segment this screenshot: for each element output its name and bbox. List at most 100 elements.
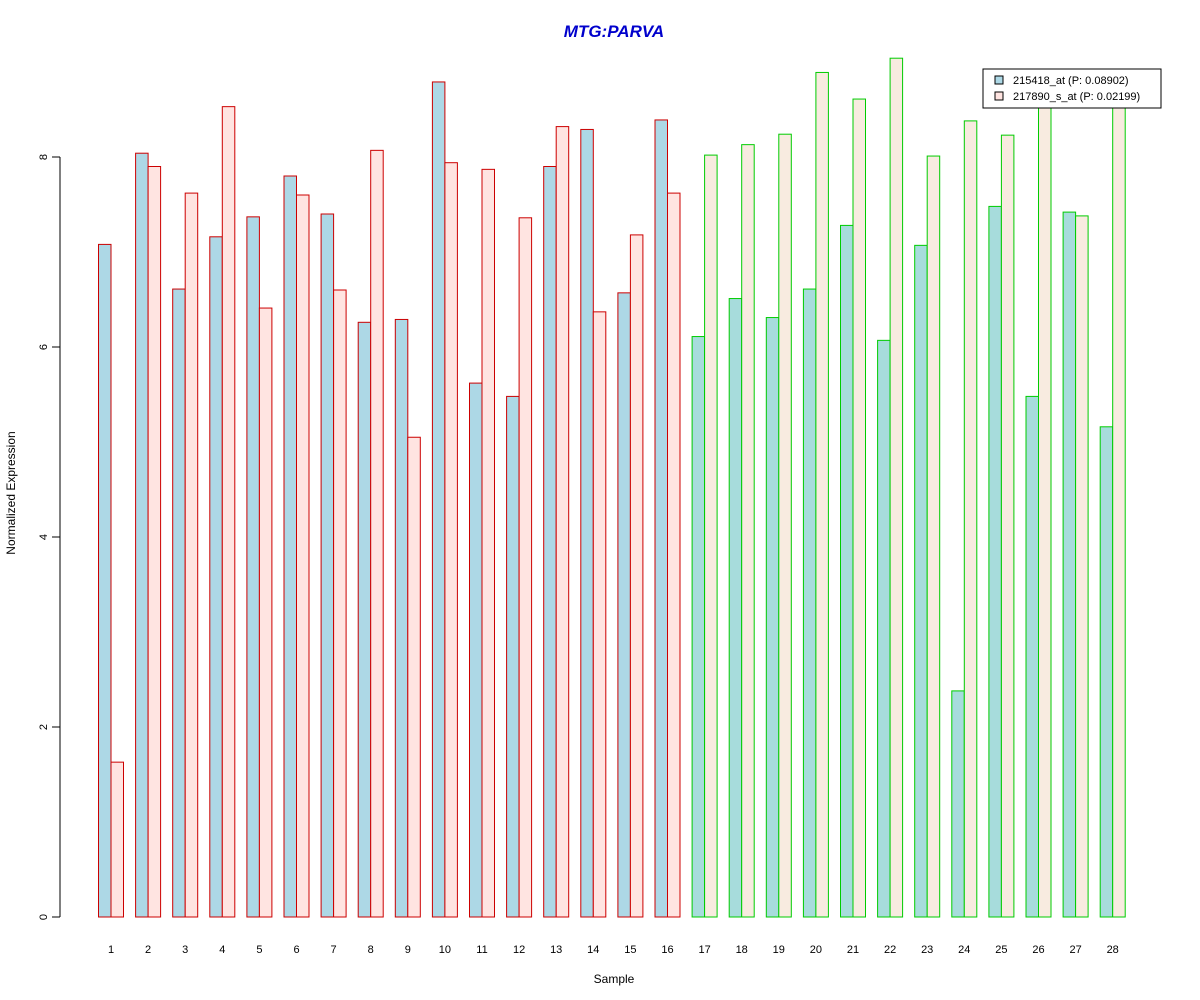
bar-series1-sample-12 [506, 395, 520, 918]
x-tick-label: 28 [1107, 944, 1119, 956]
bar-series1-sample-27 [1062, 211, 1077, 918]
bar-series2-sample-21 [852, 98, 866, 918]
y-tick-label: 2 [38, 724, 50, 730]
bar-series2-sample-23 [926, 155, 941, 918]
x-tick-label: 8 [368, 944, 374, 956]
bar-series1-sample-3 [172, 288, 186, 918]
bar-series1-sample-13 [543, 166, 557, 918]
bar-series2-sample-2 [147, 166, 162, 918]
y-tick-label: 4 [38, 534, 50, 540]
x-tick-label: 10 [439, 944, 451, 956]
legend-label-series2: 217890_s_at (P: 0.02199) [1013, 91, 1140, 103]
bar-series1-sample-7 [320, 213, 335, 918]
bar-series1-sample-20 [802, 288, 817, 918]
bar-series1-sample-21 [840, 224, 854, 918]
bar-series1-sample-2 [135, 152, 149, 918]
bar-series1-sample-5 [246, 216, 260, 918]
bar-series1-sample-25 [988, 205, 1002, 918]
x-tick-label: 20 [810, 944, 822, 956]
legend: 215418_at (P: 0.08902) 217890_s_at (P: 0.… [982, 68, 1162, 109]
bar-series1-sample-28 [1099, 426, 1114, 918]
bar-series1-sample-18 [728, 298, 743, 918]
x-tick-label: 25 [995, 944, 1007, 956]
x-tick-label: 22 [884, 944, 896, 956]
y-tick-label: 6 [38, 344, 50, 350]
bar-series2-sample-12 [518, 217, 533, 918]
bar-series2-sample-24 [963, 120, 978, 918]
legend-label-series1: 215418_at (P: 0.08902) [1013, 75, 1129, 87]
bar-series1-sample-17 [691, 336, 706, 918]
bar-series2-sample-26 [1038, 100, 1052, 918]
y-tick-label: 0 [38, 914, 50, 920]
x-tick-label: 1 [108, 944, 114, 956]
bar-series1-sample-24 [951, 690, 965, 918]
legend-swatch-series1 [994, 75, 1004, 85]
x-tick-labels: 1 2 3 4 5 6 7 8 9 10 11 12 13 14 15 16 17 18 19 20 21 22 23 24 2… [108, 944, 1119, 956]
x-tick-label: 18 [736, 944, 748, 956]
bar-series2-sample-6 [296, 194, 310, 918]
x-tick-label: 21 [847, 944, 859, 956]
x-tick-label: 26 [1032, 944, 1044, 956]
x-tick-label: 23 [921, 944, 933, 956]
bar-series1-sample-19 [765, 317, 780, 918]
x-tick-label: 13 [550, 944, 562, 956]
x-tick-label: 27 [1069, 944, 1081, 956]
chart-title: MTG:PARVA [564, 22, 664, 41]
bar-series1-sample-16 [654, 119, 668, 918]
x-tick-label: 4 [219, 944, 225, 956]
bar-series2-sample-7 [333, 289, 347, 918]
y-axis: 0 2 4 6 8 [38, 154, 61, 920]
x-tick-label: 3 [182, 944, 188, 956]
bar-series1-sample-23 [914, 244, 928, 918]
bar-series2-sample-3 [184, 192, 199, 918]
bar-series1-sample-26 [1025, 395, 1039, 918]
bar-series2-sample-9 [407, 436, 421, 918]
x-tick-label: 15 [624, 944, 636, 956]
bar-series2-sample-1 [110, 761, 124, 918]
bar-series2-sample-20 [815, 71, 829, 918]
bar-series2-sample-4 [221, 106, 236, 918]
bar-series1-sample-9 [394, 318, 409, 918]
bar-series2-sample-15 [629, 234, 644, 918]
bar-series1-sample-10 [431, 81, 446, 918]
bar-series1-sample-4 [209, 236, 223, 918]
bar-series2-sample-8 [370, 149, 384, 918]
x-tick-label: 6 [293, 944, 299, 956]
x-tick-label: 2 [145, 944, 151, 956]
y-tick-label: 8 [38, 154, 50, 160]
legend-box [982, 68, 1162, 109]
x-tick-label: 11 [476, 944, 487, 956]
bar-series1-sample-22 [877, 339, 891, 918]
x-tick-label: 17 [698, 944, 710, 956]
bar-series2-sample-16 [667, 192, 681, 918]
bar-series2-sample-22 [889, 57, 904, 918]
bar-series2-sample-25 [1000, 134, 1015, 918]
legend-swatch-series2 [994, 91, 1004, 101]
bar-series1-sample-6 [283, 175, 297, 918]
bars-group [98, 57, 1126, 918]
bar-series2-sample-13 [555, 126, 570, 918]
bar-series2-sample-18 [741, 144, 755, 918]
bar-series2-sample-28 [1112, 99, 1126, 918]
bar-series2-sample-11 [481, 168, 495, 918]
bar-series1-sample-8 [357, 321, 372, 918]
bar-series1-sample-14 [580, 128, 594, 918]
bar-series2-sample-27 [1075, 215, 1089, 918]
bar-series1-sample-1 [98, 243, 112, 918]
bar-series2-sample-17 [704, 154, 718, 918]
x-tick-label: 19 [773, 944, 785, 956]
bar-series1-sample-15 [617, 292, 631, 918]
x-tick-label: 9 [405, 944, 411, 956]
bar-series2-sample-10 [444, 162, 458, 918]
x-tick-label: 5 [256, 944, 262, 956]
x-tick-label: 16 [661, 944, 673, 956]
bar-series2-sample-14 [592, 311, 607, 918]
bar-series2-sample-19 [778, 133, 792, 918]
x-tick-label: 7 [331, 944, 337, 956]
bar-series1-sample-11 [469, 382, 483, 918]
x-axis-label: Sample [594, 972, 635, 986]
bar-series2-sample-5 [258, 307, 273, 918]
x-tick-label: 14 [587, 944, 599, 956]
x-tick-label: 24 [958, 944, 970, 956]
